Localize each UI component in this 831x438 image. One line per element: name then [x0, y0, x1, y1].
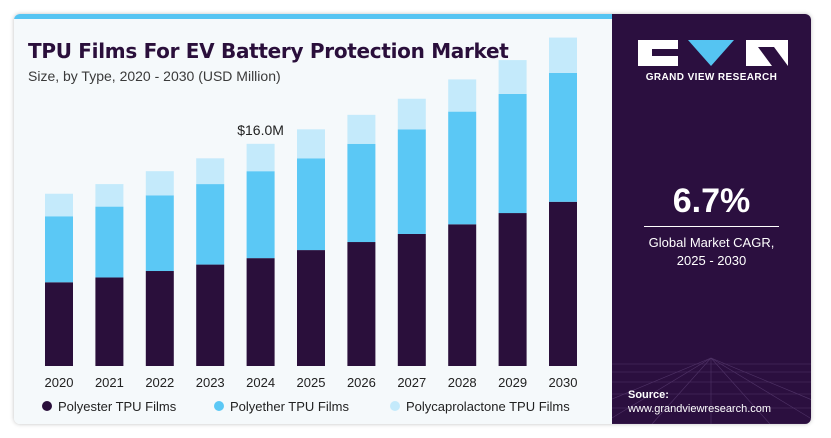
bar-2025-polyether — [297, 158, 325, 251]
bar-2027-polyether — [397, 129, 426, 234]
grand-view-research-logo-icon — [638, 40, 788, 66]
legend-marker — [214, 401, 224, 411]
grid-pattern-icon — [612, 357, 811, 424]
bar-2030-polyester — [549, 201, 577, 366]
bar-2028-polyester — [448, 224, 477, 366]
brand-name: GRAND VIEW RESEARCH — [645, 72, 778, 83]
x-tick-label: 2023 — [196, 375, 225, 390]
chart-title: TPU Films For EV Battery Protection Mark… — [28, 39, 509, 63]
bar-2024-polycaprolactone — [246, 143, 275, 172]
bar-2029-polycaprolactone — [498, 60, 527, 94]
info-panel: GRAND VIEW RESEARCH 6.7% Global Market C… — [612, 14, 811, 424]
cagr-value: 6.7% — [672, 182, 751, 220]
accent-bar — [14, 14, 612, 19]
x-tick-label: 2020 — [45, 375, 74, 390]
legend-label: Polycaprolactone TPU Films — [406, 399, 570, 414]
bar-2029-polyester — [498, 213, 527, 366]
chart-subtitle: Size, by Type, 2020 - 2030 (USD Million) — [28, 68, 281, 84]
bar-2020-polycaprolactone — [45, 193, 73, 217]
bar-2027-polycaprolactone — [397, 98, 426, 130]
divider — [644, 226, 779, 227]
legend-label: Polyester TPU Films — [58, 399, 177, 414]
bar-2024-polyether — [246, 171, 275, 259]
bar-2021-polyester — [95, 277, 124, 366]
bar-2030-polycaprolactone — [549, 37, 577, 73]
x-tick-label: 2030 — [549, 375, 578, 390]
x-tick-label: 2028 — [448, 375, 477, 390]
bar-2025-polycaprolactone — [297, 129, 325, 159]
x-tick-label: 2024 — [246, 375, 275, 390]
bar-2026-polycaprolactone — [347, 114, 376, 144]
bar-2025-polyester — [297, 250, 325, 366]
x-tick-label: 2026 — [347, 375, 376, 390]
bar-2023-polyester — [196, 264, 225, 366]
cagr-label-line1: Global Market CAGR, — [648, 235, 775, 250]
cagr-label: Global Market CAGR, 2025 - 2030 — [612, 234, 811, 270]
x-tick-label: 2027 — [397, 375, 426, 390]
cagr-label-line2: 2025 - 2030 — [676, 253, 747, 268]
bar-2028-polycaprolactone — [448, 79, 477, 112]
legend-label: Polyether TPU Films — [230, 399, 349, 414]
bar-2023-polycaprolactone — [196, 158, 225, 185]
data-label: $16.0M — [237, 122, 284, 138]
x-tick-label: 2022 — [145, 375, 174, 390]
stacked-bar-chart: 2020 2021 2022 2023 2024 $16.0M 2025 2026 2027 20… — [42, 37, 578, 414]
bar-2027-polyester — [397, 233, 426, 366]
bar-2022-polyester — [145, 271, 174, 366]
legend-marker — [390, 401, 400, 411]
source-link[interactable]: www.grandviewresearch.com — [628, 403, 772, 415]
bar-2030-polyether — [549, 72, 577, 202]
infographic-card: TPU Films For EV Battery Protection Mark… — [14, 14, 811, 424]
bar-2023-polyether — [196, 184, 225, 265]
chart-panel: TPU Films For EV Battery Protection Mark… — [14, 14, 612, 424]
bar-2021-polycaprolactone — [95, 184, 124, 207]
bar-2021-polyether — [95, 206, 124, 278]
x-tick-label: 2029 — [498, 375, 527, 390]
x-tick-label: 2021 — [95, 375, 124, 390]
bar-2026-polyether — [347, 143, 376, 243]
bar-2024-polyester — [246, 258, 275, 366]
x-tick-label: 2025 — [297, 375, 326, 390]
legend-marker — [42, 401, 52, 411]
bar-2022-polycaprolactone — [145, 171, 174, 196]
bar-2028-polyether — [448, 111, 477, 225]
bar-2029-polyether — [498, 93, 527, 214]
bar-2020-polyester — [45, 282, 73, 366]
bar-2026-polyester — [347, 242, 376, 366]
bar-2022-polyether — [145, 195, 174, 272]
source-title: Source: — [628, 389, 669, 401]
bar-2020-polyether — [45, 216, 73, 283]
